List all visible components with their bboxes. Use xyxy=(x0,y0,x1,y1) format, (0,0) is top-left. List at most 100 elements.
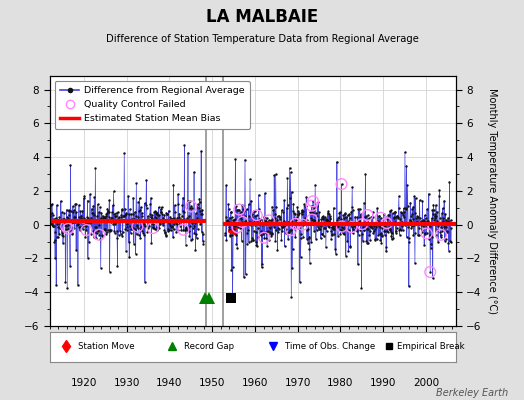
Point xyxy=(418,229,426,235)
Point xyxy=(74,214,83,220)
Point xyxy=(183,214,191,221)
Point xyxy=(303,236,311,242)
Point xyxy=(118,206,126,213)
Point xyxy=(330,231,339,237)
Point xyxy=(231,216,239,222)
Point xyxy=(111,220,119,227)
Point xyxy=(167,215,176,222)
Point xyxy=(430,207,438,213)
Point xyxy=(93,230,101,236)
Point xyxy=(85,239,93,246)
Point xyxy=(183,216,191,223)
Point xyxy=(223,217,232,223)
Point xyxy=(137,204,145,210)
Point xyxy=(237,216,245,223)
Point xyxy=(374,232,383,238)
Point xyxy=(123,226,131,233)
Point xyxy=(52,282,60,288)
Point xyxy=(347,224,356,230)
Point xyxy=(58,209,66,216)
Point xyxy=(419,222,428,229)
Point xyxy=(347,224,356,230)
Point xyxy=(300,216,308,223)
Point xyxy=(392,214,400,220)
Point xyxy=(135,195,144,201)
Point xyxy=(68,230,76,237)
Point xyxy=(418,198,427,204)
Point xyxy=(234,206,242,213)
Point xyxy=(263,229,271,235)
Point xyxy=(358,221,366,227)
Point xyxy=(419,216,427,223)
Point xyxy=(350,227,358,234)
Point xyxy=(405,234,413,241)
Text: Record Gap: Record Gap xyxy=(184,342,234,351)
Point xyxy=(299,234,307,240)
Point xyxy=(84,219,93,225)
Point xyxy=(93,228,102,234)
Point xyxy=(351,213,359,220)
Point xyxy=(325,211,334,218)
Point xyxy=(344,248,353,254)
Point xyxy=(253,218,261,224)
Point xyxy=(257,228,265,234)
Point xyxy=(389,210,397,216)
Point xyxy=(76,208,84,214)
Point xyxy=(75,227,84,233)
Point xyxy=(291,221,300,227)
Point xyxy=(118,233,127,240)
Point xyxy=(428,215,436,222)
Point xyxy=(91,224,99,231)
Point xyxy=(387,229,395,235)
Point xyxy=(63,214,72,221)
Point xyxy=(444,215,452,221)
Point xyxy=(334,232,342,239)
Point xyxy=(101,226,109,232)
Point xyxy=(329,226,337,233)
Point xyxy=(305,260,314,266)
Point xyxy=(413,219,421,226)
Point xyxy=(288,265,296,272)
Point xyxy=(319,216,328,222)
Point xyxy=(285,229,293,235)
Point xyxy=(272,220,281,226)
Point xyxy=(373,218,381,224)
Point xyxy=(176,218,184,224)
Point xyxy=(103,229,111,235)
Point xyxy=(253,212,261,218)
Point xyxy=(72,209,81,216)
Point xyxy=(420,212,429,218)
Point xyxy=(192,230,200,237)
Point xyxy=(228,232,236,238)
Point xyxy=(110,228,118,234)
Point xyxy=(274,225,282,231)
Point xyxy=(345,218,353,225)
Point xyxy=(62,223,70,230)
Point xyxy=(153,224,161,231)
Point xyxy=(305,233,313,240)
Point xyxy=(404,224,412,230)
Point xyxy=(324,208,333,214)
Point xyxy=(311,182,319,188)
Point xyxy=(170,220,178,227)
Point xyxy=(90,194,99,200)
Point xyxy=(279,209,288,216)
Point xyxy=(132,180,140,187)
Point xyxy=(282,221,290,228)
Point xyxy=(393,213,401,219)
Point xyxy=(368,222,376,229)
Point xyxy=(140,232,148,238)
Point xyxy=(304,240,312,246)
Point xyxy=(147,195,155,201)
Point xyxy=(440,224,449,230)
Point xyxy=(442,228,451,234)
Point xyxy=(86,215,95,221)
Point xyxy=(161,230,169,236)
Point xyxy=(399,205,408,212)
Point xyxy=(158,218,166,224)
Point xyxy=(136,223,145,230)
Point xyxy=(397,220,406,226)
Point xyxy=(139,222,147,228)
Point xyxy=(52,234,61,240)
Point xyxy=(396,226,404,232)
